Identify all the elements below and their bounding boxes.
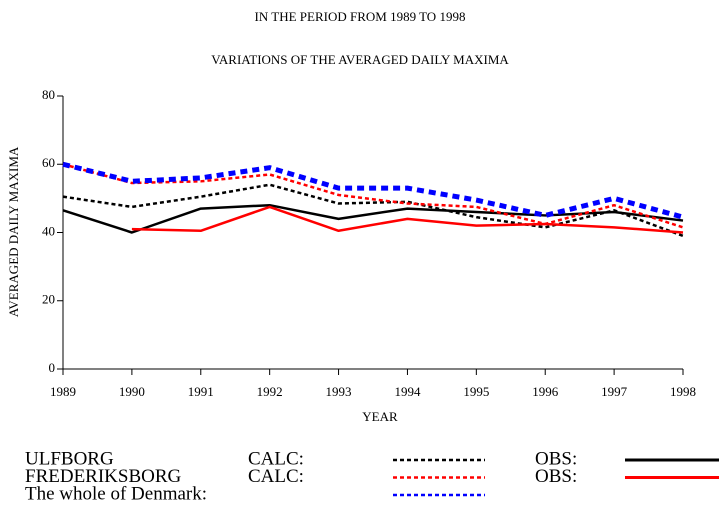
chart-subtitle: IN THE PERIOD FROM 1989 TO 1998 — [255, 9, 466, 24]
y-tick-label: 20 — [42, 292, 55, 307]
legend-calc: CALC: — [248, 466, 304, 487]
series-line — [62, 161, 684, 220]
legend-calc: CALC: — [248, 448, 304, 469]
legend-label: ULFBORG — [25, 448, 114, 469]
series-line — [62, 183, 684, 238]
legend-label: The whole of Denmark: — [25, 483, 207, 504]
x-tick-label: 1995 — [463, 384, 489, 399]
x-tick-label: 1993 — [326, 384, 352, 399]
series-line — [62, 163, 684, 229]
legend-obs: OBS: — [535, 448, 577, 469]
series-line — [62, 203, 684, 234]
x-tick-label: 1996 — [532, 384, 559, 399]
series-line — [131, 205, 684, 234]
y-tick-label: 40 — [42, 223, 55, 238]
x-tick-label: 1990 — [119, 384, 145, 399]
x-tick-label: 1997 — [601, 384, 628, 399]
legend-label: FREDERIKSBORG — [25, 466, 182, 487]
x-tick-label: 1992 — [257, 384, 283, 399]
y-tick-label: 0 — [49, 360, 56, 375]
x-tick-label: 1991 — [188, 384, 214, 399]
legend-obs: OBS: — [535, 466, 577, 487]
y-tick-label: 60 — [42, 155, 55, 170]
x-tick-label: 1989 — [50, 384, 76, 399]
x-tick-label: 1994 — [394, 384, 421, 399]
x-axis-label: YEAR — [362, 409, 398, 424]
y-tick-label: 80 — [42, 87, 55, 102]
chart-title: VARIATIONS OF THE AVERAGED DAILY MAXIMA — [211, 52, 509, 67]
x-tick-label: 1998 — [670, 384, 696, 399]
y-axis-label: AVERAGED DAILY MAXIMA — [6, 146, 21, 317]
